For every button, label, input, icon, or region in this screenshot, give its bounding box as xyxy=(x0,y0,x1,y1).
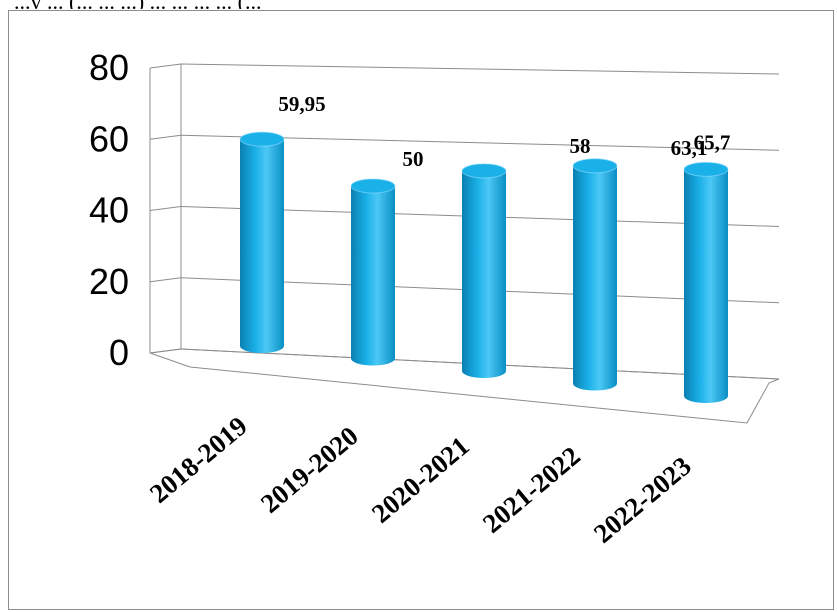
y-axis-ticks: 0 20 40 60 80 xyxy=(89,47,129,373)
bar-top xyxy=(240,132,284,147)
bar-body xyxy=(573,165,617,391)
data-label: 63,1 xyxy=(671,136,708,160)
gridline-side xyxy=(149,206,182,211)
bar-top-highlight xyxy=(461,163,507,179)
bar-top-highlight xyxy=(572,158,618,174)
data-label: 58 xyxy=(570,134,591,158)
data-label: 50 xyxy=(403,147,424,171)
y-tick-label: 80 xyxy=(89,47,129,88)
chart-frame: 0 20 40 60 80 2018-2019 2019-2020 2020-2021 202… xyxy=(8,10,834,610)
bar xyxy=(572,158,618,391)
bar-top xyxy=(351,179,395,193)
gridline-side xyxy=(149,348,182,354)
data-labels: 59,95 50 58 63,165,7 xyxy=(278,92,730,171)
header-fragment: ...y ... (... ... ...) ... ... ... ... (… xyxy=(0,0,837,9)
y-tick-label: 60 xyxy=(89,118,129,159)
x-tick-label: 2018-2019 xyxy=(144,411,253,509)
x-tick-label: 2021-2022 xyxy=(477,441,586,539)
bar-body xyxy=(684,169,728,403)
gridline-back xyxy=(180,63,780,75)
x-axis-ticks: 2018-2019 2019-2020 2020-2021 2021-2022 2022… xyxy=(144,411,697,549)
bars xyxy=(239,131,729,403)
bar-top-highlight xyxy=(239,131,285,147)
x-tick-label: 2022-2023 xyxy=(588,451,697,549)
x-tick-label: 2019-2020 xyxy=(255,421,364,519)
bar-body xyxy=(462,170,506,378)
bar xyxy=(239,131,285,353)
gridline-side xyxy=(149,134,182,140)
bar-top xyxy=(684,162,728,177)
data-label: 59,95 xyxy=(278,92,325,116)
bar-body xyxy=(351,186,395,366)
gridline-side xyxy=(149,277,182,283)
bar-top-highlight xyxy=(350,178,396,194)
y-tick-label: 20 xyxy=(89,261,129,302)
y-tick-label: 40 xyxy=(89,190,129,231)
data-label: 65,7 xyxy=(694,130,731,154)
bar-body xyxy=(240,139,284,353)
bar-top-highlight xyxy=(683,161,729,177)
y-tick-label: 0 xyxy=(109,332,129,373)
bar xyxy=(461,163,507,378)
gridline-side xyxy=(149,63,182,69)
bar-top xyxy=(573,158,617,173)
x-tick-label: 2020-2021 xyxy=(366,431,475,529)
bar xyxy=(683,161,729,403)
bar xyxy=(350,178,396,366)
bar-top xyxy=(462,163,506,178)
